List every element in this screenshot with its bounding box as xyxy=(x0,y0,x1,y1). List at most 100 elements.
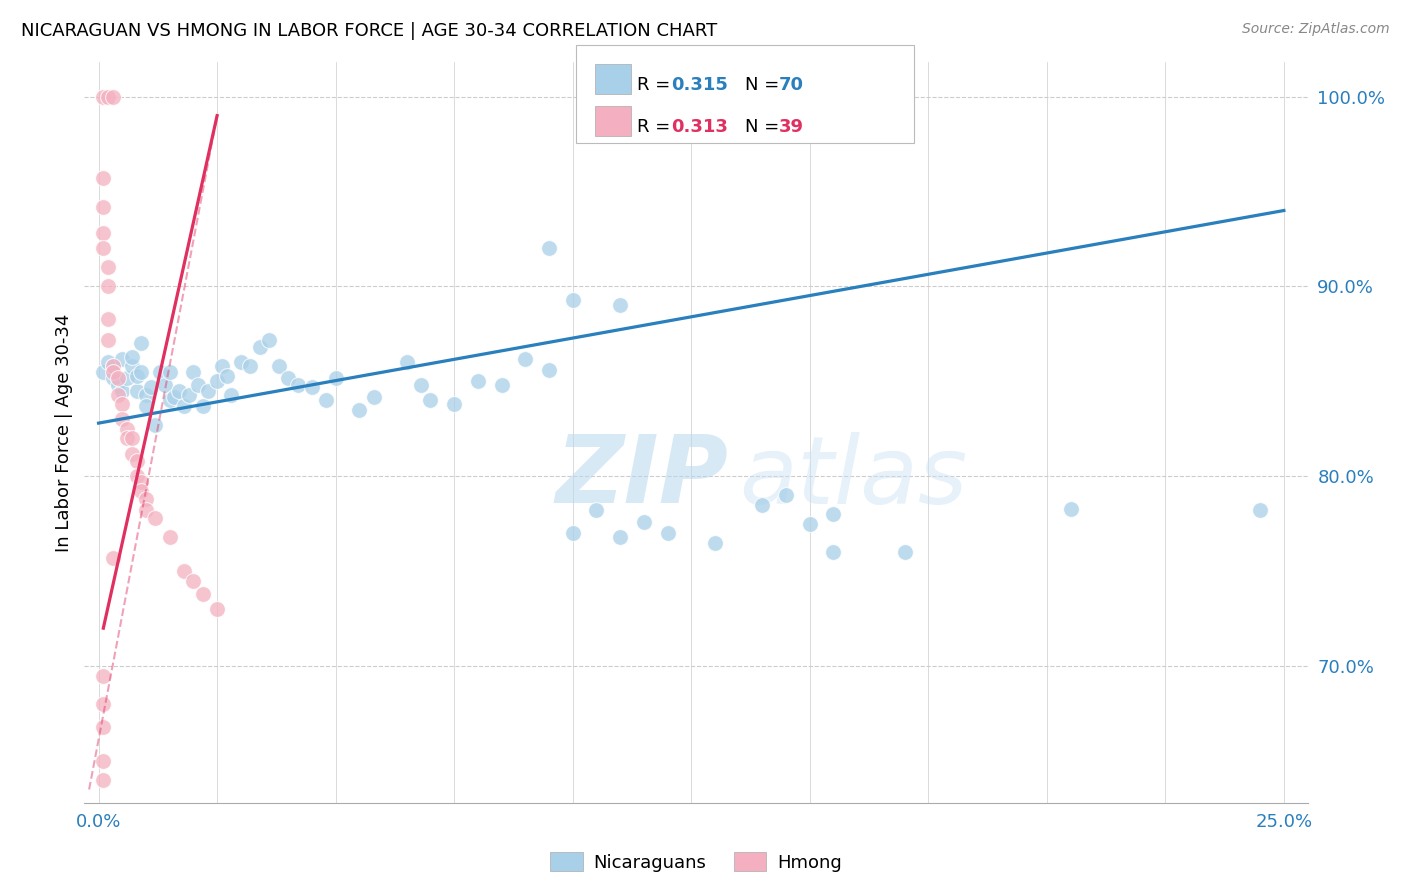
Point xyxy=(91,171,114,186)
Point xyxy=(153,378,176,392)
Point xyxy=(101,365,124,379)
Point xyxy=(111,412,134,426)
Point xyxy=(111,384,134,398)
Point xyxy=(1059,501,1081,516)
Point xyxy=(1249,503,1271,517)
Point xyxy=(97,333,120,347)
Point xyxy=(775,488,797,502)
Point xyxy=(419,393,441,408)
Point xyxy=(125,469,148,483)
Point xyxy=(101,359,124,374)
Point xyxy=(197,384,219,398)
Point xyxy=(183,365,205,379)
Point xyxy=(145,511,167,525)
Point xyxy=(97,355,120,369)
Point xyxy=(561,293,583,307)
Point xyxy=(115,431,138,445)
Y-axis label: In Labor Force | Age 30-34: In Labor Force | Age 30-34 xyxy=(55,313,73,552)
Point xyxy=(91,697,114,711)
Point xyxy=(91,720,114,734)
Point xyxy=(121,446,143,460)
Point xyxy=(443,397,465,411)
Point xyxy=(823,508,845,522)
Text: Source: ZipAtlas.com: Source: ZipAtlas.com xyxy=(1241,22,1389,37)
Point xyxy=(585,503,607,517)
Point xyxy=(107,387,129,401)
Point xyxy=(893,545,915,559)
Point xyxy=(149,365,172,379)
Point xyxy=(91,200,114,214)
Text: 39: 39 xyxy=(779,118,804,136)
Point xyxy=(135,387,157,401)
Point xyxy=(221,387,243,401)
Point xyxy=(145,417,167,432)
Point xyxy=(277,370,299,384)
Point xyxy=(363,390,385,404)
Point xyxy=(159,393,181,408)
Point xyxy=(211,359,233,374)
Point xyxy=(115,422,138,436)
Point xyxy=(537,242,560,256)
Point xyxy=(91,754,114,768)
Point xyxy=(205,602,228,616)
Point xyxy=(301,380,323,394)
Point xyxy=(101,89,124,103)
Point xyxy=(91,668,114,682)
Point xyxy=(139,380,162,394)
Text: NICARAGUAN VS HMONG IN LABOR FORCE | AGE 30-34 CORRELATION CHART: NICARAGUAN VS HMONG IN LABOR FORCE | AGE… xyxy=(21,22,717,40)
Point xyxy=(183,574,205,588)
Point xyxy=(315,393,337,408)
Point xyxy=(111,397,134,411)
Point xyxy=(101,370,124,384)
Point xyxy=(159,530,181,544)
Point xyxy=(205,375,228,389)
Point xyxy=(97,260,120,275)
Text: N =: N = xyxy=(745,76,785,94)
Legend: Nicaraguans, Hmong: Nicaraguans, Hmong xyxy=(543,845,849,879)
Text: ZIP: ZIP xyxy=(555,431,728,523)
Point xyxy=(129,484,152,499)
Point xyxy=(191,587,214,601)
Point xyxy=(107,370,129,384)
Point xyxy=(267,359,290,374)
Point xyxy=(135,399,157,413)
Point xyxy=(129,336,152,351)
Point xyxy=(173,564,195,578)
Text: R =: R = xyxy=(637,76,676,94)
Point xyxy=(177,387,200,401)
Point xyxy=(125,368,148,383)
Point xyxy=(91,772,114,787)
Point xyxy=(215,368,238,383)
Point xyxy=(173,399,195,413)
Point xyxy=(97,279,120,293)
Point xyxy=(125,454,148,468)
Point xyxy=(129,475,152,489)
Point xyxy=(135,491,157,506)
Point xyxy=(107,378,129,392)
Point xyxy=(515,351,537,366)
Point xyxy=(633,515,655,529)
Point xyxy=(823,545,845,559)
Point xyxy=(229,355,252,369)
Point xyxy=(325,370,347,384)
Point xyxy=(249,340,271,354)
Point xyxy=(799,516,821,531)
Point xyxy=(259,333,281,347)
Point xyxy=(287,378,309,392)
Point xyxy=(395,355,418,369)
Point xyxy=(91,89,114,103)
Point xyxy=(97,89,120,103)
Point xyxy=(191,399,214,413)
Text: R =: R = xyxy=(637,118,676,136)
Point xyxy=(115,370,138,384)
Text: 0.315: 0.315 xyxy=(671,76,727,94)
Point xyxy=(609,298,631,312)
Point xyxy=(187,378,209,392)
Point xyxy=(159,365,181,379)
Text: atlas: atlas xyxy=(738,432,967,523)
Point xyxy=(751,498,773,512)
Text: 70: 70 xyxy=(779,76,804,94)
Point xyxy=(657,526,679,541)
Point xyxy=(101,359,124,374)
Point xyxy=(111,351,134,366)
